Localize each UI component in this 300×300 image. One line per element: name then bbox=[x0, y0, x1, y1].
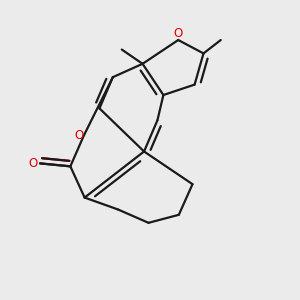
Text: O: O bbox=[174, 27, 183, 40]
Text: O: O bbox=[28, 157, 37, 170]
Text: O: O bbox=[74, 129, 83, 142]
